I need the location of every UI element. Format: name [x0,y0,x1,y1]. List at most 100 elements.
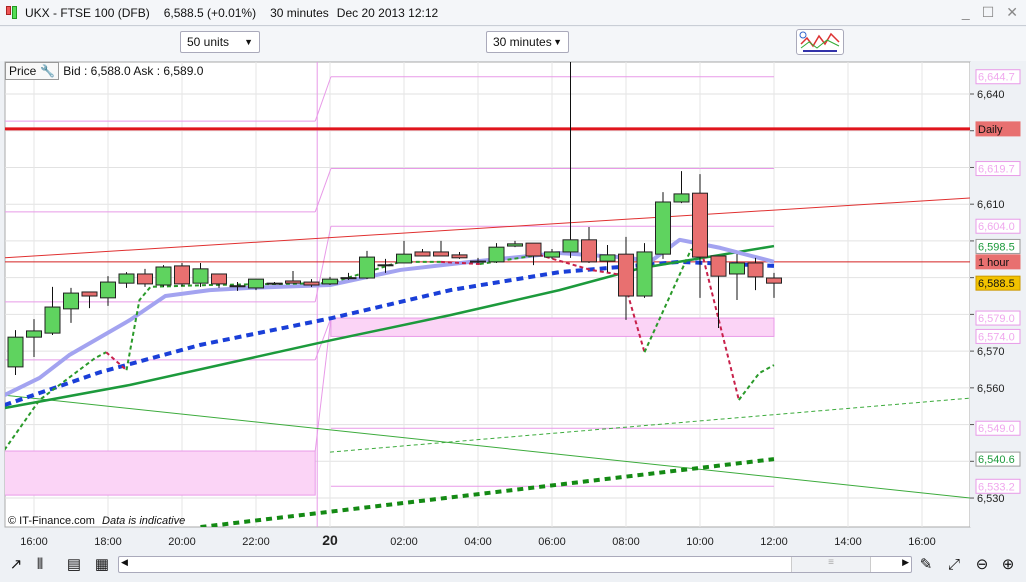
scroll-grip: ≡ [828,557,834,568]
report-icon[interactable]: ▤ [66,556,82,573]
plot-layer [5,62,970,527]
price-axis [970,62,1020,527]
x-tick-label: 04:00 [464,536,492,548]
candlestick-app-icon [6,6,17,19]
close-button[interactable]: ✕ [1006,4,1018,20]
candle-body [192,268,209,284]
y-tick-label: 6,530 [977,493,1005,505]
export-chart-icon[interactable]: ↗ [9,556,23,573]
candle-body [414,251,431,257]
price-tag: 6,588.5 [978,278,1015,290]
price-tag-bg [975,328,1021,344]
candle-body [488,246,505,263]
candle-body [618,253,634,297]
pivot-connector [314,226,332,302]
candle-body [729,262,745,275]
pivot-connector [314,317,332,361]
price-tag-bg [975,69,1021,85]
candle-body [229,285,246,288]
y-tick-label: 6,570 [977,346,1005,358]
candle-body [599,254,616,262]
x-tick-label: 14:00 [834,536,862,548]
scroll-thumb[interactable]: ≡ [791,557,871,572]
drawing-tools-icon[interactable]: ✎ [919,556,933,573]
price-tag: 6,533.2 [978,481,1015,493]
x-tick-label: 16:00 [908,536,936,548]
scroll-left-arrow[interactable]: ◀ [121,557,128,567]
chevron-down-icon: ▼ [244,37,253,47]
price-info-bar: Price 🔧 Bid : 6,588.0 Ask : 6,589.0 [5,62,203,80]
candle-body [359,256,375,279]
candle-body [322,278,338,285]
price-tag-bg [975,310,1021,326]
sar-line [738,364,775,401]
candle-body [544,251,560,258]
candle-body [525,242,542,257]
candle-body [248,278,264,289]
price-settings-button[interactable]: Price 🔧 [5,62,60,80]
price-tag-bg [975,478,1021,494]
price-tag-bg [975,275,1021,291]
x-tick-label: 08:00 [612,536,640,548]
trend-line [200,457,775,527]
interval-label: 30 minutes [270,5,329,20]
maximize-button[interactable]: ☐ [981,4,995,20]
title-bar: UKX - FTSE 100 (DFB) 6,588.5 (+0.01%) 30… [0,0,1026,26]
y-tick-label: 6,560 [977,383,1005,395]
bid-ask-text: Bid : 6,588.0 Ask : 6,589.0 [63,64,204,78]
x-tick-label: 16:00 [20,536,48,548]
zoom-in-icon[interactable]: ⊕ [1001,556,1015,573]
candle-body [174,265,190,285]
interval-dropdown[interactable]: 30 minutes ▼ [486,31,569,53]
trend-line [329,397,970,453]
minimize-button[interactable]: _ [961,4,970,20]
price-chart[interactable]: 6,530 6,560 6,570 6,610 6,640 16:00 18:00 20:00… [0,61,1026,550]
pivot-band-day2 [330,317,775,337]
price-tag-bg [975,254,1021,270]
indicator-list-icon[interactable]: ▦ [94,556,110,573]
scroll-right-arrow[interactable]: ▶ [902,557,909,567]
zoom-out-icon[interactable]: ⊖ [975,556,989,573]
price-tag: 6,598.5 [978,241,1015,253]
candle-body [26,330,42,338]
instrument-price: 6,588.5 (+0.01%) [163,5,257,20]
zoom-fit-icon[interactable]: ⤢ [947,556,960,573]
candle-body [211,273,227,285]
x-tick-label: 02:00 [390,536,418,548]
chart-type-icon[interactable]: ⫴ [36,556,44,573]
pivot-band-day1 [5,450,316,496]
price-label: Price [9,64,37,78]
units-dropdown[interactable]: 50 units ▼ [180,31,260,53]
copyright-text: © IT-Finance.com [8,515,95,527]
candle-body [655,201,671,255]
candle-body [63,292,79,310]
price-tag-bg [975,238,1021,254]
price-tag-bg [975,121,1021,137]
studies-icon [799,31,840,52]
x-tick-label: 06:00 [538,536,566,548]
candle-body [340,277,357,280]
sar-line [5,351,107,451]
pivot-connector [314,168,332,213]
candle-body [507,243,523,247]
studies-button[interactable] [796,29,844,55]
credit-text: © IT-Finance.com Data is indicative [8,515,185,527]
chevron-down-icon: ▼ [553,37,562,47]
price-tag: 6,540.6 [978,454,1015,466]
candle-body [285,280,301,284]
price-tag: 6,644.7 [978,72,1015,84]
price-tag: 1 hour [978,257,1010,269]
candle-body [7,336,24,368]
candle-body [377,264,394,267]
x-tick-label: 10:00 [686,536,714,548]
x-tick-label: 12:00 [760,536,788,548]
chart-scrollbar[interactable]: ◀ ≡ ▶ [118,556,912,573]
candle-body [137,273,153,285]
price-tag: 6,604.0 [978,221,1015,233]
candle-body [303,281,320,286]
candle-body [118,273,135,284]
price-tag-bg [975,451,1021,467]
candle-body [155,266,172,286]
moving-average-line [5,259,775,407]
candle-body [100,281,116,299]
